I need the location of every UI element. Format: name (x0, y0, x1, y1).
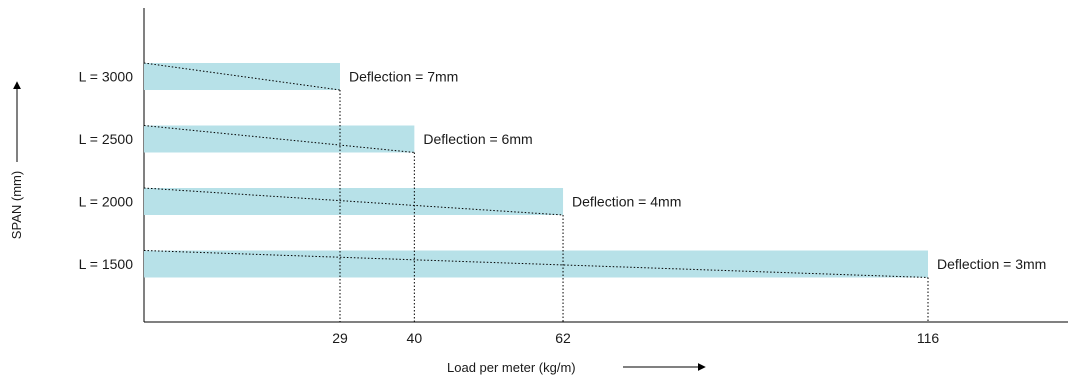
category-label-1: L = 2500 (79, 131, 134, 147)
x-axis-title: Load per meter (kg/m) (447, 360, 576, 375)
deflection-label-2: Deflection = 4mm (572, 194, 681, 210)
x-tick-label-62: 62 (555, 330, 571, 346)
category-label-0: L = 3000 (79, 69, 134, 85)
x-tick-label-29: 29 (332, 330, 348, 346)
deflection-label-0: Deflection = 7mm (349, 69, 458, 85)
x-tick-label-40: 40 (407, 330, 423, 346)
deflection-line-3 (143, 250, 929, 278)
bar-1 (144, 125, 415, 153)
y-axis-title: SPAN (mm) (9, 171, 24, 239)
deflection-line-0 (143, 62, 341, 91)
deflection-label-3: Deflection = 3mm (937, 256, 1046, 272)
bar-2 (144, 188, 564, 215)
deflection-label-1: Deflection = 6mm (423, 131, 532, 147)
category-label-3: L = 1500 (79, 256, 134, 272)
x-tick-label-116: 116 (917, 330, 940, 346)
category-label-2: L = 2000 (79, 194, 134, 210)
